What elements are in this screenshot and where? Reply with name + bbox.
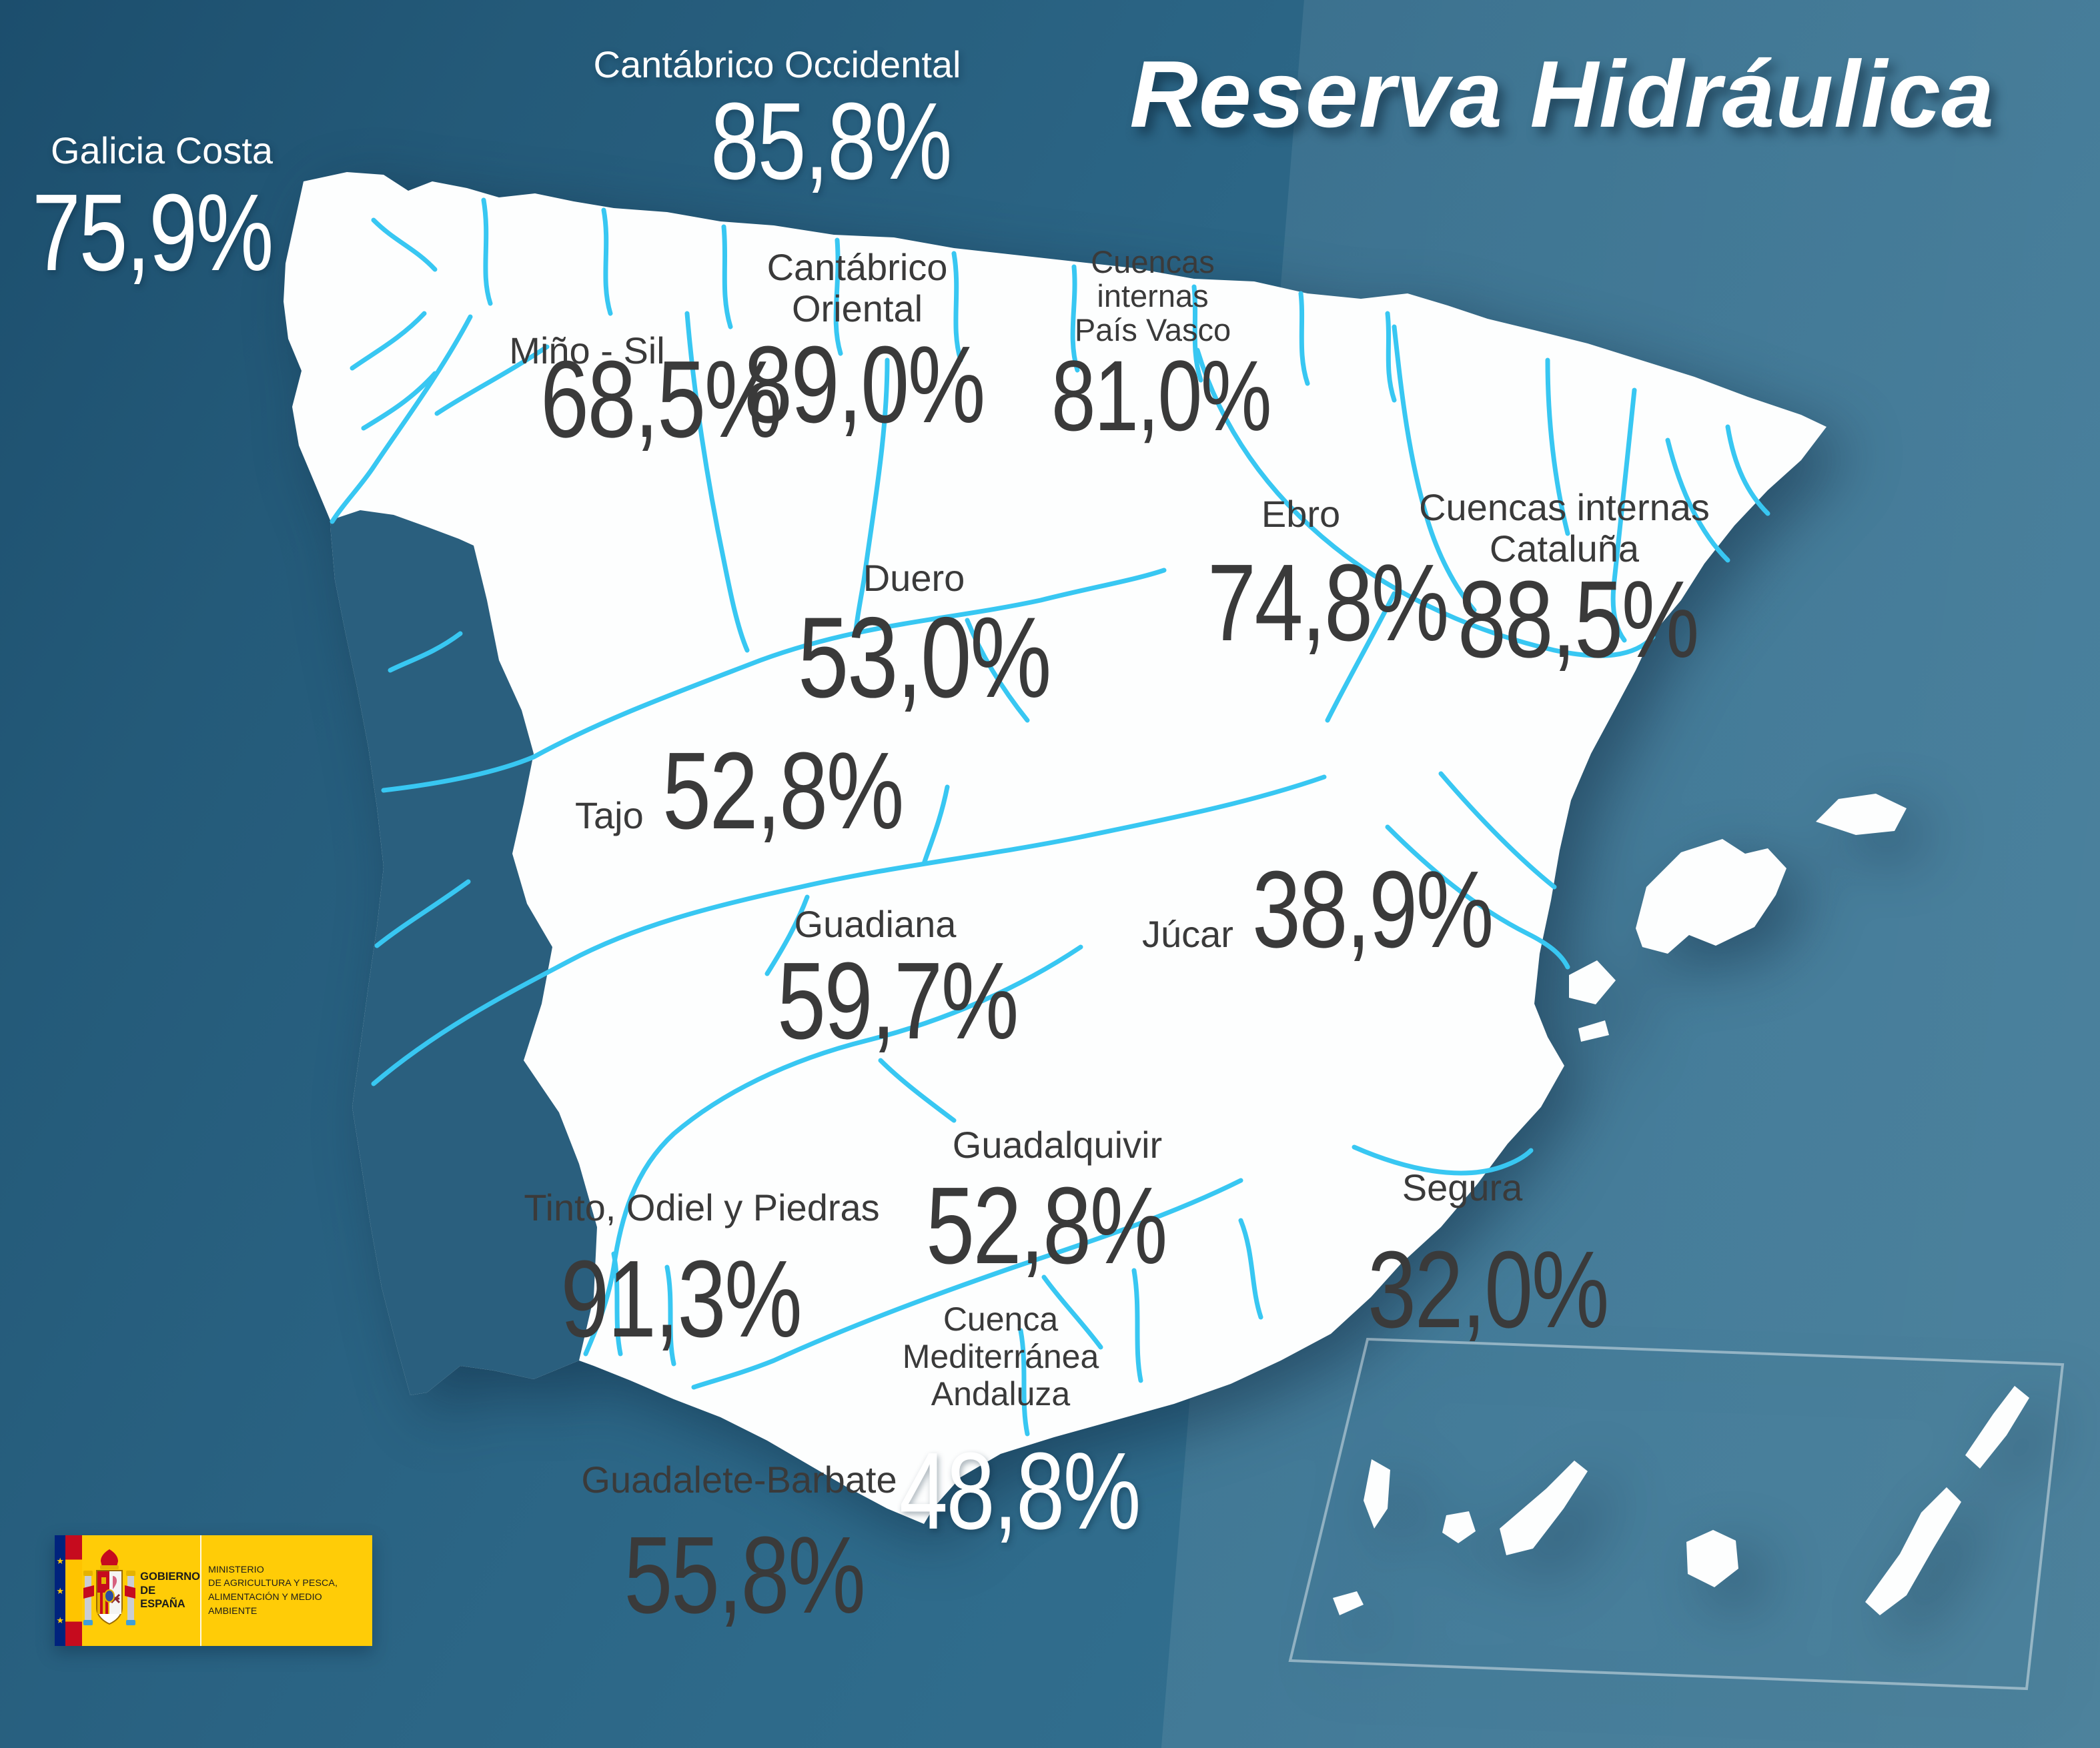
basin-value: 91,3% [560, 1237, 802, 1360]
basin-cantabrico-oriental: Cantábrico Oriental 89,0% [700, 247, 1014, 440]
basin-value: 75,9% [32, 171, 274, 293]
basin-cantabrico-occidental: Cantábrico Occidental 85,8% [574, 44, 981, 196]
basin-value: 81,0% [1051, 339, 1272, 452]
basin-label: Júcar [1142, 913, 1233, 955]
basin-jucar: Júcar 38,9% [1142, 855, 1552, 964]
eu-stars-strip: ★ ★ ★ [55, 1535, 66, 1646]
star-icon: ★ [56, 1555, 65, 1566]
basin-label: Tajo [575, 794, 644, 836]
spain-flag-strip [65, 1535, 82, 1646]
rivers [330, 197, 1770, 1437]
basin-label: Cuencas internas País Vasco [1074, 244, 1231, 347]
basin-value: 88,5% [1457, 558, 1699, 681]
basin-label: Tinto, Odiel y Piedras [524, 1186, 880, 1228]
basin-cuencas-internas-cataluna: Cuencas internas Cataluña 88,5% [1401, 487, 1728, 674]
basin-value: 68,5% [540, 337, 782, 460]
basin-label: Galicia Costa [51, 129, 274, 171]
star-icon: ★ [56, 1585, 65, 1596]
basin-tinto-odiel-piedras: Tinto, Odiel y Piedras 91,3% [524, 1187, 879, 1354]
basin-cuenca-mediterranea-andaluza: Cuenca Mediterránea Andaluza 48,8% [832, 1300, 1169, 1546]
basin-cuencas-internas-pais-vasco: Cuencas internas País Vasco 81,0% [1008, 245, 1297, 446]
portugal-silhouette [330, 510, 597, 1395]
canary-islands [1333, 1386, 2029, 1615]
basin-value: 38,9% [1251, 848, 1494, 970]
canary-islands-box [1288, 1337, 2065, 1691]
logo-divider [200, 1535, 202, 1646]
basin-mino-sil: Miño - Sil 68,5% [364, 330, 811, 454]
basin-duero: Duero 53,0% [746, 558, 1082, 715]
basin-value: 55,8% [623, 1513, 865, 1636]
government-name: GOBIERNO DE ESPAÑA [140, 1571, 200, 1611]
basin-segura: Segura 32,0% [1287, 1167, 1638, 1345]
basin-label: Guadalquivir [952, 1124, 1163, 1166]
basin-label: Duero [863, 557, 965, 599]
basin-guadiana: Guadiana 59,7% [703, 904, 1047, 1056]
balearic-islands [1569, 794, 1907, 1042]
basin-value: 52,8% [925, 1164, 1167, 1286]
basin-value: 32,0% [1367, 1228, 1609, 1351]
coat-of-arms-icon [83, 1549, 136, 1625]
basin-galicia-costa: Galicia Costa 75,9% [32, 130, 332, 287]
ministry-name: MINISTERIO DE AGRICULTURA Y PESCA, ALIME… [208, 1564, 338, 1617]
basin-label: Ebro [1261, 493, 1341, 535]
basin-guadalete-barbate: Guadalete-Barbate 55,8% [581, 1459, 897, 1630]
basin-value: 53,0% [797, 593, 1052, 722]
star-icon: ★ [56, 1615, 65, 1626]
basin-label: Cantábrico Occidental [593, 43, 961, 85]
basin-label: Cuencas internas Cataluña [1419, 486, 1710, 570]
basin-value: 74,8% [1207, 541, 1449, 664]
basin-value: 85,8% [710, 79, 952, 202]
page-title: Reserva Hidráulica [1129, 41, 1995, 147]
basin-tajo: Tajo 52,8% [575, 736, 963, 846]
basin-guadalquivir: Guadalquivir 52,8% [919, 1124, 1196, 1280]
basin-ebro: Ebro 74,8% [1124, 494, 1478, 658]
basin-value: 52,8% [662, 730, 904, 852]
basin-label: Cuenca Mediterránea Andaluza [902, 1300, 1099, 1413]
basin-label: Cantábrico Oriental [766, 246, 948, 329]
basin-label: Guadalete-Barbate [581, 1459, 897, 1501]
basin-label: Guadiana [794, 903, 957, 945]
basin-value: 59,7% [776, 939, 1019, 1062]
basin-label: Miño - Sil [509, 329, 665, 371]
coat-of-arms [82, 1535, 137, 1646]
government-logo: ★ ★ ★ [55, 1535, 372, 1646]
spain-landmass [284, 172, 1826, 1524]
basin-value: 48,8% [899, 1430, 1141, 1552]
basin-value: 89,0% [743, 323, 985, 446]
basin-label: Segura [1402, 1166, 1523, 1208]
